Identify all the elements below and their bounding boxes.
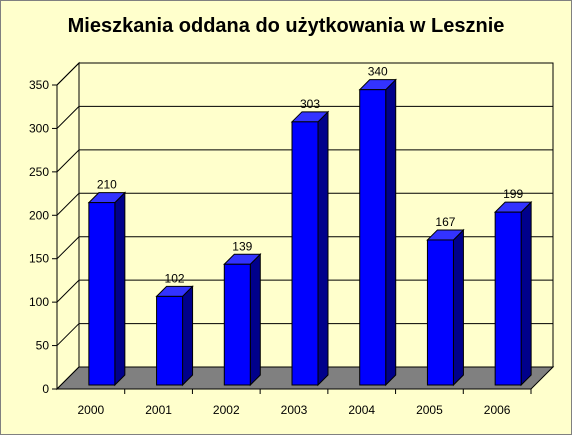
chart-title: Mieszkania oddana do użytkowania w Leszn… (67, 15, 505, 37)
y-tick-label: 50 (36, 339, 50, 353)
bar (359, 89, 387, 386)
data-label: 139 (232, 239, 252, 253)
x-tick-label: 2004 (348, 403, 375, 417)
bar (223, 263, 251, 386)
data-label: 102 (165, 271, 185, 285)
y-tick-label: 250 (29, 165, 49, 179)
y-tick-label: 100 (29, 295, 49, 309)
bar-side (114, 191, 126, 387)
x-tick-label: 2003 (281, 403, 308, 417)
x-tick-label: 2001 (145, 403, 172, 417)
data-label: 167 (435, 215, 455, 229)
bar-side (249, 253, 261, 387)
side-wall (56, 61, 80, 391)
data-label: 303 (300, 97, 320, 111)
y-tick-label: 0 (42, 382, 49, 396)
data-label: 210 (97, 178, 117, 192)
gridline (56, 62, 553, 86)
y-tick-label: 200 (29, 208, 49, 222)
bar-side (385, 78, 397, 387)
bar (291, 121, 319, 386)
y-tick-label: 150 (29, 252, 49, 266)
y-tick-label: 350 (29, 78, 49, 92)
bar (494, 211, 522, 386)
x-tick-label: 2006 (484, 403, 511, 417)
bar-side (317, 110, 329, 387)
data-label: 340 (368, 65, 388, 79)
bar (156, 295, 184, 386)
bar (88, 202, 116, 386)
bar-side (452, 228, 464, 387)
x-tick-label: 2005 (416, 403, 443, 417)
data-label: 199 (503, 187, 523, 201)
x-tick-label: 2000 (78, 403, 105, 417)
bar-side (182, 285, 194, 387)
x-tick-label: 2002 (213, 403, 240, 417)
bar-side (520, 200, 532, 387)
y-tick-label: 300 (29, 121, 49, 135)
bar (426, 239, 454, 386)
